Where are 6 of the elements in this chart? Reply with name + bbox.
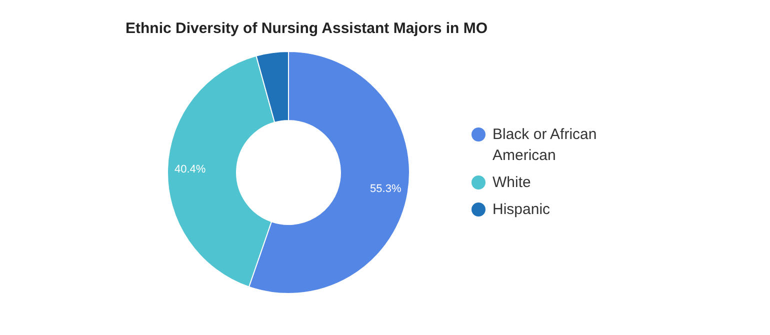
legend-label: White — [492, 174, 531, 191]
data-label: 40.4% — [174, 163, 206, 176]
legend-label: Black or African American — [492, 126, 597, 164]
data-label: 55.3% — [370, 182, 402, 195]
chart-title: Ethnic Diversity of Nursing Assistant Majors in MO — [126, 20, 488, 37]
legend-label: Hispanic — [492, 201, 551, 218]
